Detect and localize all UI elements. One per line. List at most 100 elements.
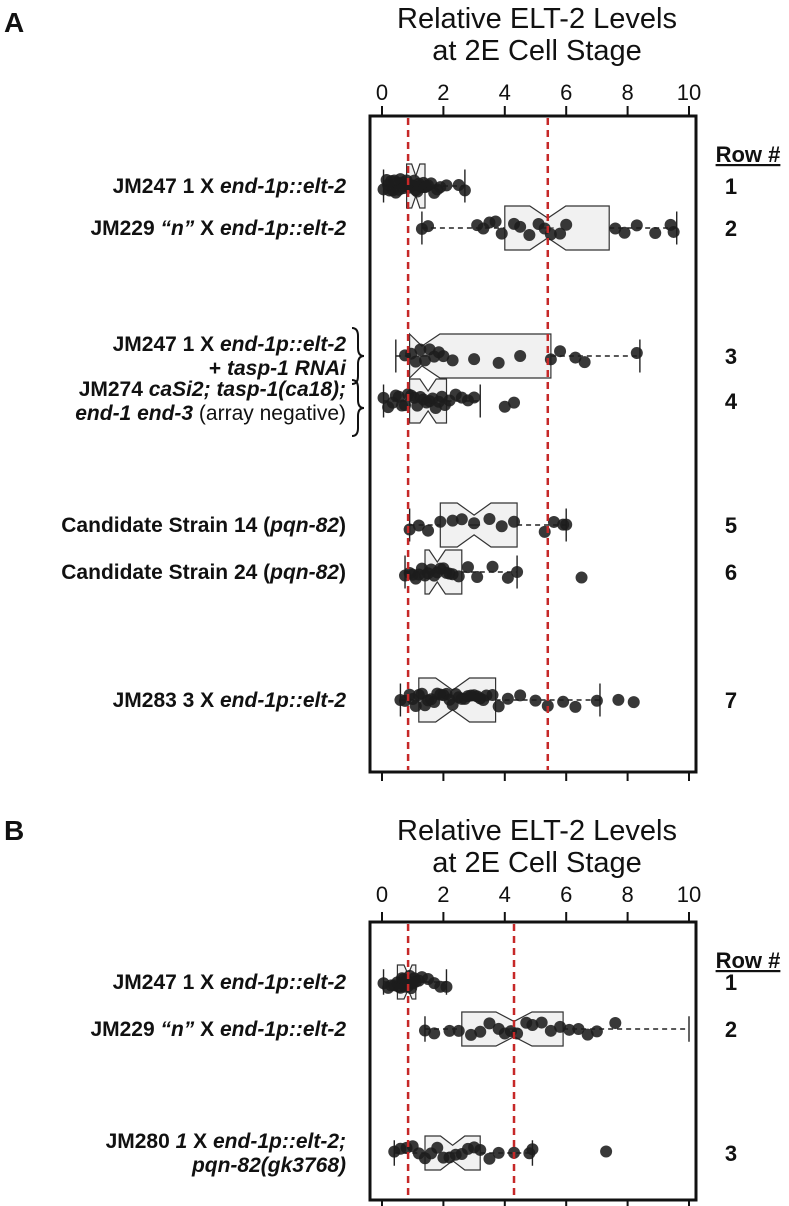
row-label-part: JM280 xyxy=(106,1130,176,1153)
row-number: 4 xyxy=(725,389,738,414)
row-number: 1 xyxy=(725,174,737,199)
data-point xyxy=(578,356,591,369)
data-point xyxy=(412,519,425,532)
panel-b-letter: B xyxy=(4,815,24,846)
data-point xyxy=(501,692,514,705)
panel-b-row-numbers: 1 2 3 xyxy=(725,970,737,1166)
data-point xyxy=(547,515,560,528)
data-point xyxy=(452,570,465,583)
data-point xyxy=(465,1028,478,1041)
data-point xyxy=(452,1024,465,1037)
row-label: Candidate Strain 24 (pqn-82) xyxy=(61,561,346,584)
row-label: Candidate Strain 14 (pqn-82) xyxy=(61,514,346,537)
data-point xyxy=(455,513,468,526)
row-label-line-2: + tasp-1 RNAi xyxy=(209,357,347,380)
row-label-part: 1 xyxy=(176,1130,188,1153)
row-label-part: JM229 xyxy=(90,217,160,240)
row-number: 6 xyxy=(725,560,737,585)
data-point xyxy=(514,220,527,233)
data-point xyxy=(483,1152,496,1165)
data-point xyxy=(418,354,431,367)
row-label-part: X xyxy=(187,1130,213,1153)
row-number: 1 xyxy=(725,970,737,995)
data-point xyxy=(468,517,481,530)
row-label: JM280 1 X end-1p::elt-2; xyxy=(106,1130,346,1153)
x-tick-label: 6 xyxy=(560,882,572,907)
data-point xyxy=(474,1143,487,1156)
row-label-part: end-1p::elt-2 xyxy=(220,333,346,356)
row-label-part: “n” xyxy=(160,217,194,240)
row-label-part: JM247 1 X xyxy=(113,333,220,356)
panel-a-row-numbers: 1 2 3 4 5 6 7 xyxy=(725,174,738,713)
data-point xyxy=(403,523,416,536)
row-label-part: end-1p::elt-2 xyxy=(220,689,346,712)
x-tick-label: 0 xyxy=(376,80,388,105)
data-point xyxy=(468,391,481,404)
data-point xyxy=(569,700,582,713)
data-point xyxy=(627,696,640,709)
data-point xyxy=(535,1016,548,1029)
data-point xyxy=(508,515,521,528)
data-point xyxy=(554,227,567,240)
row-label-part: ) xyxy=(339,561,346,584)
row-number: 2 xyxy=(725,1017,737,1042)
data-point xyxy=(572,1023,585,1036)
row-label-part: Candidate Strain 24 ( xyxy=(61,561,270,584)
data-point xyxy=(474,1025,487,1038)
data-point xyxy=(446,514,459,527)
x-tick-label: 0 xyxy=(376,882,388,907)
panel-a-title-line-1: Relative ELT-2 Levels xyxy=(397,3,677,35)
data-point xyxy=(511,566,524,579)
row-label-part: JM247 1 X xyxy=(113,971,220,994)
x-tick-label: 10 xyxy=(677,882,701,907)
panel-a-plot-area xyxy=(377,118,680,770)
data-point xyxy=(541,699,554,712)
data-point xyxy=(422,524,435,537)
data-point xyxy=(492,356,505,369)
row-label-part: “n” xyxy=(160,1018,194,1041)
row-label-part: pqn-82 xyxy=(269,514,339,537)
row-label: JM247 1 X end-1p::elt-2 xyxy=(113,333,347,356)
data-point xyxy=(440,179,453,192)
data-point xyxy=(461,561,474,574)
data-point xyxy=(590,694,603,707)
row-label-part: ) xyxy=(339,514,346,537)
data-point xyxy=(523,228,536,241)
row-number: 3 xyxy=(725,1141,737,1166)
data-point xyxy=(428,1027,441,1040)
x-tick-label: 2 xyxy=(437,80,449,105)
data-point xyxy=(483,512,496,525)
data-point xyxy=(609,222,622,235)
panel-b-x-axis: 0 2 4 6 8 10 xyxy=(376,882,701,1206)
row-label-part: end-1p::elt-2; xyxy=(213,1130,346,1153)
panel-a-row-header: Row # xyxy=(716,142,781,167)
data-point xyxy=(649,226,662,239)
data-point xyxy=(498,400,511,413)
data-point xyxy=(667,225,680,238)
x-tick-label: 8 xyxy=(621,882,633,907)
data-point xyxy=(486,688,499,701)
row-label-part: end-1p::elt-2 xyxy=(220,175,346,198)
data-point xyxy=(495,227,508,240)
row-label-part: (array negative) xyxy=(193,402,346,425)
panel-b-row-header: Row # xyxy=(716,948,781,973)
data-point xyxy=(468,353,481,366)
row-label: JM247 1 X end-1p::elt-2 xyxy=(113,175,347,198)
row-label-line-2: end-1 end-3 (array negative) xyxy=(75,402,346,425)
data-point xyxy=(492,1146,505,1159)
data-point xyxy=(501,571,514,584)
data-point xyxy=(600,1145,613,1158)
row-label-part: end-1p::elt-2 xyxy=(220,971,346,994)
data-point xyxy=(471,570,484,583)
row-label: JM247 1 X end-1p::elt-2 xyxy=(113,971,347,994)
panel-a-letter: A xyxy=(4,7,24,38)
data-point xyxy=(458,184,471,197)
row-number: 7 xyxy=(725,688,737,713)
data-point xyxy=(434,515,447,528)
panel-a-plot-frame xyxy=(368,114,698,774)
row-label: JM283 3 X end-1p::elt-2 xyxy=(113,689,347,712)
data-point xyxy=(609,1017,622,1030)
data-point xyxy=(489,215,502,228)
